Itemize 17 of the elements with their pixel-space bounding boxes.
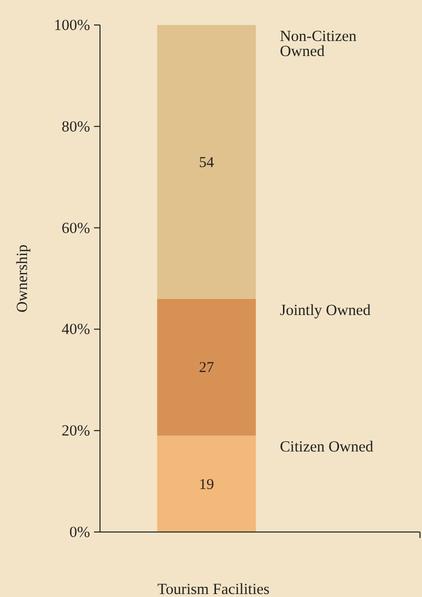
y-tick-label: 40% bbox=[62, 321, 90, 338]
data-label: 19 bbox=[199, 476, 214, 493]
y-tick-label: 20% bbox=[62, 422, 90, 440]
y-axis-title: Ownership bbox=[14, 244, 31, 313]
x-tick-label: Tourism Facilities bbox=[157, 581, 270, 597]
y-tick-label: 60% bbox=[62, 220, 90, 237]
y-tick-label: 100% bbox=[54, 17, 90, 34]
series-label: Jointly Owned bbox=[280, 302, 371, 319]
data-label: 54 bbox=[199, 154, 214, 171]
series-label: Citizen Owned bbox=[280, 438, 374, 456]
series-label: Non-Citizen Owned bbox=[280, 28, 357, 60]
bar bbox=[157, 436, 256, 532]
y-tick-label: 80% bbox=[62, 118, 90, 136]
bar bbox=[157, 25, 256, 299]
y-tick-label: 0% bbox=[69, 524, 90, 541]
bar bbox=[157, 298, 256, 436]
data-label: 27 bbox=[199, 360, 214, 376]
